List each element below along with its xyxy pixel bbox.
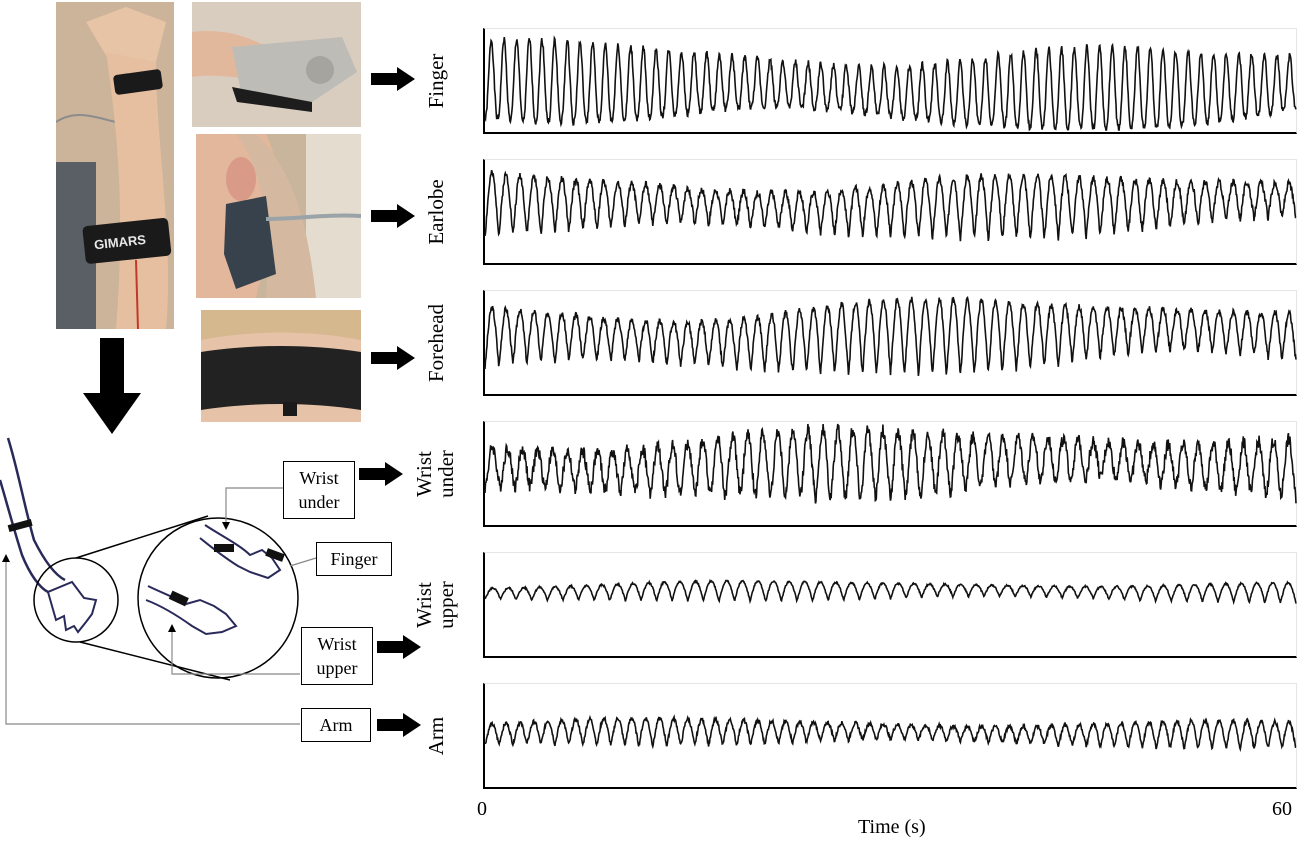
signal-trace	[484, 35, 1297, 132]
signal-label-line: Forehead	[424, 303, 448, 383]
signal-label-line: Wrist	[412, 451, 436, 497]
label-wrist-under: Wrist under	[283, 461, 355, 519]
signal-label-wrist-upper: Wrist upper	[412, 550, 461, 660]
right-arrow-icon	[371, 204, 415, 228]
signal-label-earlobe: Earlobe	[424, 157, 449, 267]
signal-plot-earlobe	[483, 159, 1297, 265]
signal-plot-arm	[483, 683, 1297, 789]
earlobe-sensor-photo	[196, 134, 361, 298]
signal-trace	[484, 169, 1297, 242]
gimars-logo-text: GIMARS	[93, 232, 147, 252]
label-wrist-upper-line1: Wrist	[317, 634, 357, 654]
signal-label-arm: Arm	[424, 681, 449, 791]
down-arrow-icon	[83, 338, 141, 434]
arm-photo: GIMARS	[56, 2, 174, 329]
signal-label-line: upper	[434, 581, 458, 629]
signal-plot-wrist-under	[483, 421, 1297, 527]
forehead-sensor-photo	[201, 310, 361, 422]
finger-sensor-photo	[192, 2, 361, 127]
right-arrow-icon	[359, 462, 403, 486]
signal-label-forehead: Forehead	[424, 288, 449, 398]
signal-trace	[484, 578, 1297, 606]
label-finger: Finger	[316, 542, 392, 576]
label-wrist-upper: Wrist upper	[301, 627, 373, 685]
label-arm: Arm	[301, 708, 371, 742]
signal-label-line: under	[434, 450, 458, 498]
signal-plot-finger	[483, 28, 1297, 134]
label-wrist-upper-line2: upper	[316, 658, 358, 678]
label-arm-text: Arm	[319, 715, 353, 735]
label-wrist-under-line2: under	[298, 492, 340, 512]
signal-trace	[484, 714, 1297, 753]
x-axis-start-label: 0	[477, 798, 487, 820]
label-finger-text: Finger	[330, 549, 378, 569]
label-wrist-under-line1: Wrist	[299, 468, 339, 488]
right-arrow-icon	[377, 713, 421, 737]
right-arrow-icon	[371, 67, 415, 91]
signal-label-finger: Finger	[424, 26, 449, 136]
right-arrow-icon	[371, 346, 415, 370]
signal-plot-wrist-upper	[483, 552, 1297, 658]
signal-plot-forehead	[483, 290, 1297, 396]
signal-trace	[484, 423, 1297, 504]
signal-label-line: Earlobe	[424, 179, 448, 245]
signal-trace	[484, 296, 1297, 376]
right-arrow-icon	[377, 635, 421, 659]
arm-diagram	[0, 437, 317, 725]
signal-label-line: Finger	[424, 53, 448, 109]
signal-label-line: Wrist	[412, 582, 436, 628]
x-axis-title: Time (s)	[858, 816, 926, 838]
x-axis-end-label: 60	[1272, 798, 1292, 820]
signal-label-wrist-under: Wrist under	[412, 419, 461, 529]
signal-label-line: Arm	[424, 716, 448, 756]
